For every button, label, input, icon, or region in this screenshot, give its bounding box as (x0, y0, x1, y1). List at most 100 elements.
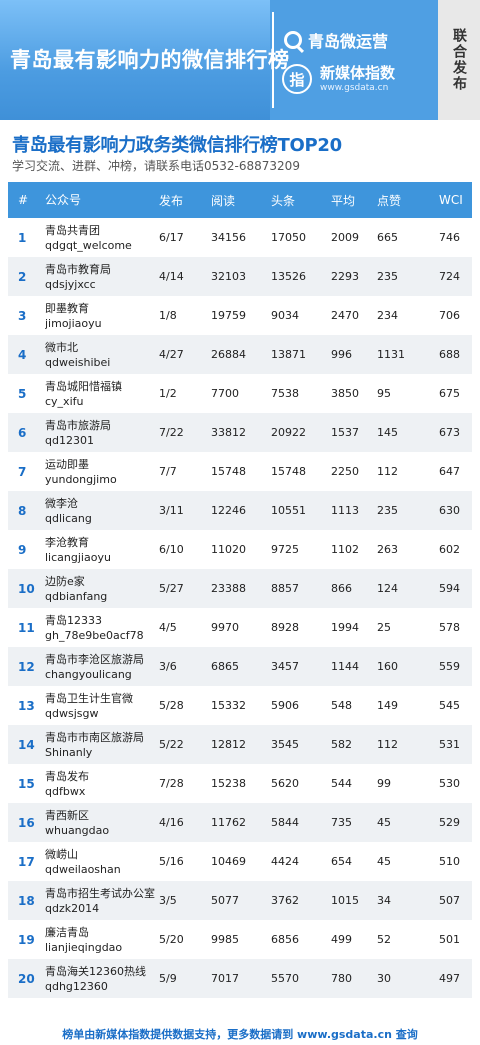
publish-cell: 6/10 (159, 543, 184, 556)
read-cell: 23388 (211, 582, 246, 595)
account-cell: 微崂山 qdweilaoshan (45, 847, 155, 877)
wci-cell: 531 (439, 738, 460, 751)
wci-cell: 673 (439, 426, 460, 439)
account-name: 青岛市李沧区旅游局 (45, 652, 144, 666)
publish-cell: 6/17 (159, 231, 184, 244)
account-name: 边防e家 (45, 574, 85, 588)
read-cell: 32103 (211, 270, 246, 283)
wci-cell: 594 (439, 582, 460, 595)
account-name: 青西新区 (45, 808, 89, 822)
account-id: lianjieqingdao (45, 940, 123, 954)
brand-name: 青岛微运营 (308, 32, 389, 51)
wci-cell: 688 (439, 348, 460, 361)
account-cell: 青岛卫生计生官微 qdwsjsgw (45, 691, 155, 721)
publish-cell: 5/22 (159, 738, 184, 751)
publish-cell: 5/9 (159, 972, 177, 985)
average-cell: 1102 (331, 543, 359, 556)
wci-cell: 510 (439, 855, 460, 868)
account-cell: 青岛市市南区旅游局 Shinanly (45, 730, 155, 760)
header-headline: 头条 (271, 193, 296, 208)
account-id: qdweilaoshan (45, 862, 121, 876)
wci-cell: 559 (439, 660, 460, 673)
rank-cell: 16 (18, 815, 35, 830)
header-average: 平均 (331, 193, 356, 208)
average-cell: 3850 (331, 387, 359, 400)
banner-title: 青岛最有影响力的微信排行榜 (10, 47, 290, 72)
ranking-table: # 公众号 发布 阅读 头条 平均 点赞 WCI 1 青岛共青团 qdgqt_wel… (8, 182, 472, 998)
publish-cell: 7/22 (159, 426, 184, 439)
table-row: 2 青岛市教育局 qdsjyjxcc 4/14 32103 13526 2293 235 724 (8, 257, 472, 296)
rank-cell: 14 (18, 737, 35, 752)
read-cell: 7017 (211, 972, 239, 985)
publish-cell: 5/27 (159, 582, 184, 595)
read-cell: 11020 (211, 543, 246, 556)
average-cell: 1015 (331, 894, 359, 907)
likes-cell: 45 (377, 816, 391, 829)
wci-cell: 497 (439, 972, 460, 985)
table-header: # 公众号 发布 阅读 头条 平均 点赞 WCI (8, 182, 472, 218)
wci-cell: 647 (439, 465, 460, 478)
account-name: 青岛发布 (45, 769, 89, 783)
table-row: 18 青岛市招生考试办公室 qdzk2014 3/5 5077 3762 1015 34 507 (8, 881, 472, 920)
publish-cell: 7/7 (159, 465, 177, 478)
account-id: gh_78e9be0acf78 (45, 628, 144, 642)
likes-cell: 30 (377, 972, 391, 985)
rank-cell: 10 (18, 581, 35, 596)
table-row: 17 微崂山 qdweilaoshan 5/16 10469 4424 654 45 510 (8, 842, 472, 881)
account-cell: 廉洁青岛 lianjieqingdao (45, 925, 155, 955)
wci-cell: 501 (439, 933, 460, 946)
likes-cell: 95 (377, 387, 391, 400)
brand-qingdao-weiyunying: 青岛微运营 (284, 28, 388, 52)
likes-cell: 234 (377, 309, 398, 322)
account-name: 青岛市市南区旅游局 (45, 730, 144, 744)
account-name: 运动即墨 (45, 457, 89, 471)
account-name: 青岛12333 (45, 613, 102, 627)
read-cell: 9970 (211, 621, 239, 634)
wci-cell: 746 (439, 231, 460, 244)
read-cell: 11762 (211, 816, 246, 829)
table-row: 4 微市北 qdweishibei 4/27 26884 13871 996 1131 688 (8, 335, 472, 374)
headline-cell: 9725 (271, 543, 299, 556)
rank-cell: 13 (18, 698, 35, 713)
publish-cell: 4/16 (159, 816, 184, 829)
account-cell: 即墨教育 jimojiaoyu (45, 301, 155, 331)
average-cell: 780 (331, 972, 352, 985)
headline-cell: 5620 (271, 777, 299, 790)
account-name: 微市北 (45, 340, 78, 354)
likes-cell: 99 (377, 777, 391, 790)
read-cell: 19759 (211, 309, 246, 322)
account-id: qdzk2014 (45, 901, 100, 915)
account-cell: 运动即墨 yundongjimo (45, 457, 155, 487)
publish-cell: 3/11 (159, 504, 184, 517)
account-id: jimojiaoyu (45, 316, 102, 330)
table-row: 8 微李沧 qdlicang 3/11 12246 10551 1113 235 630 (8, 491, 472, 530)
wci-cell: 724 (439, 270, 460, 283)
joint-release-label: 联合发布 (451, 28, 467, 92)
account-id: qdsjyjxcc (45, 277, 96, 291)
rank-cell: 18 (18, 893, 35, 908)
account-cell: 李沧教育 licangjiaoyu (45, 535, 155, 565)
wci-cell: 530 (439, 777, 460, 790)
account-name: 微崂山 (45, 847, 78, 861)
search-logo-icon (284, 31, 302, 49)
average-cell: 1113 (331, 504, 359, 517)
headline-cell: 5906 (271, 699, 299, 712)
publish-cell: 1/8 (159, 309, 177, 322)
average-cell: 2250 (331, 465, 359, 478)
headline-cell: 15748 (271, 465, 306, 478)
rank-cell: 15 (18, 776, 35, 791)
banner: 青岛最有影响力的微信排行榜 青岛微运营 指 新媒体指数 www.gsdata.c… (0, 0, 480, 120)
rank-cell: 8 (18, 503, 27, 518)
headline-cell: 6856 (271, 933, 299, 946)
read-cell: 15238 (211, 777, 246, 790)
header-account: 公众号 (45, 192, 82, 207)
rank-cell: 1 (18, 230, 27, 245)
headline-cell: 4424 (271, 855, 299, 868)
likes-cell: 45 (377, 855, 391, 868)
publish-cell: 4/14 (159, 270, 184, 283)
average-cell: 735 (331, 816, 352, 829)
account-id: changyoulicang (45, 667, 132, 681)
banner-background (0, 0, 270, 120)
gsdata-url: www.gsdata.cn (320, 83, 389, 93)
ranking-title: 青岛最有影响力政务类微信排行榜TOP20 (12, 135, 342, 156)
